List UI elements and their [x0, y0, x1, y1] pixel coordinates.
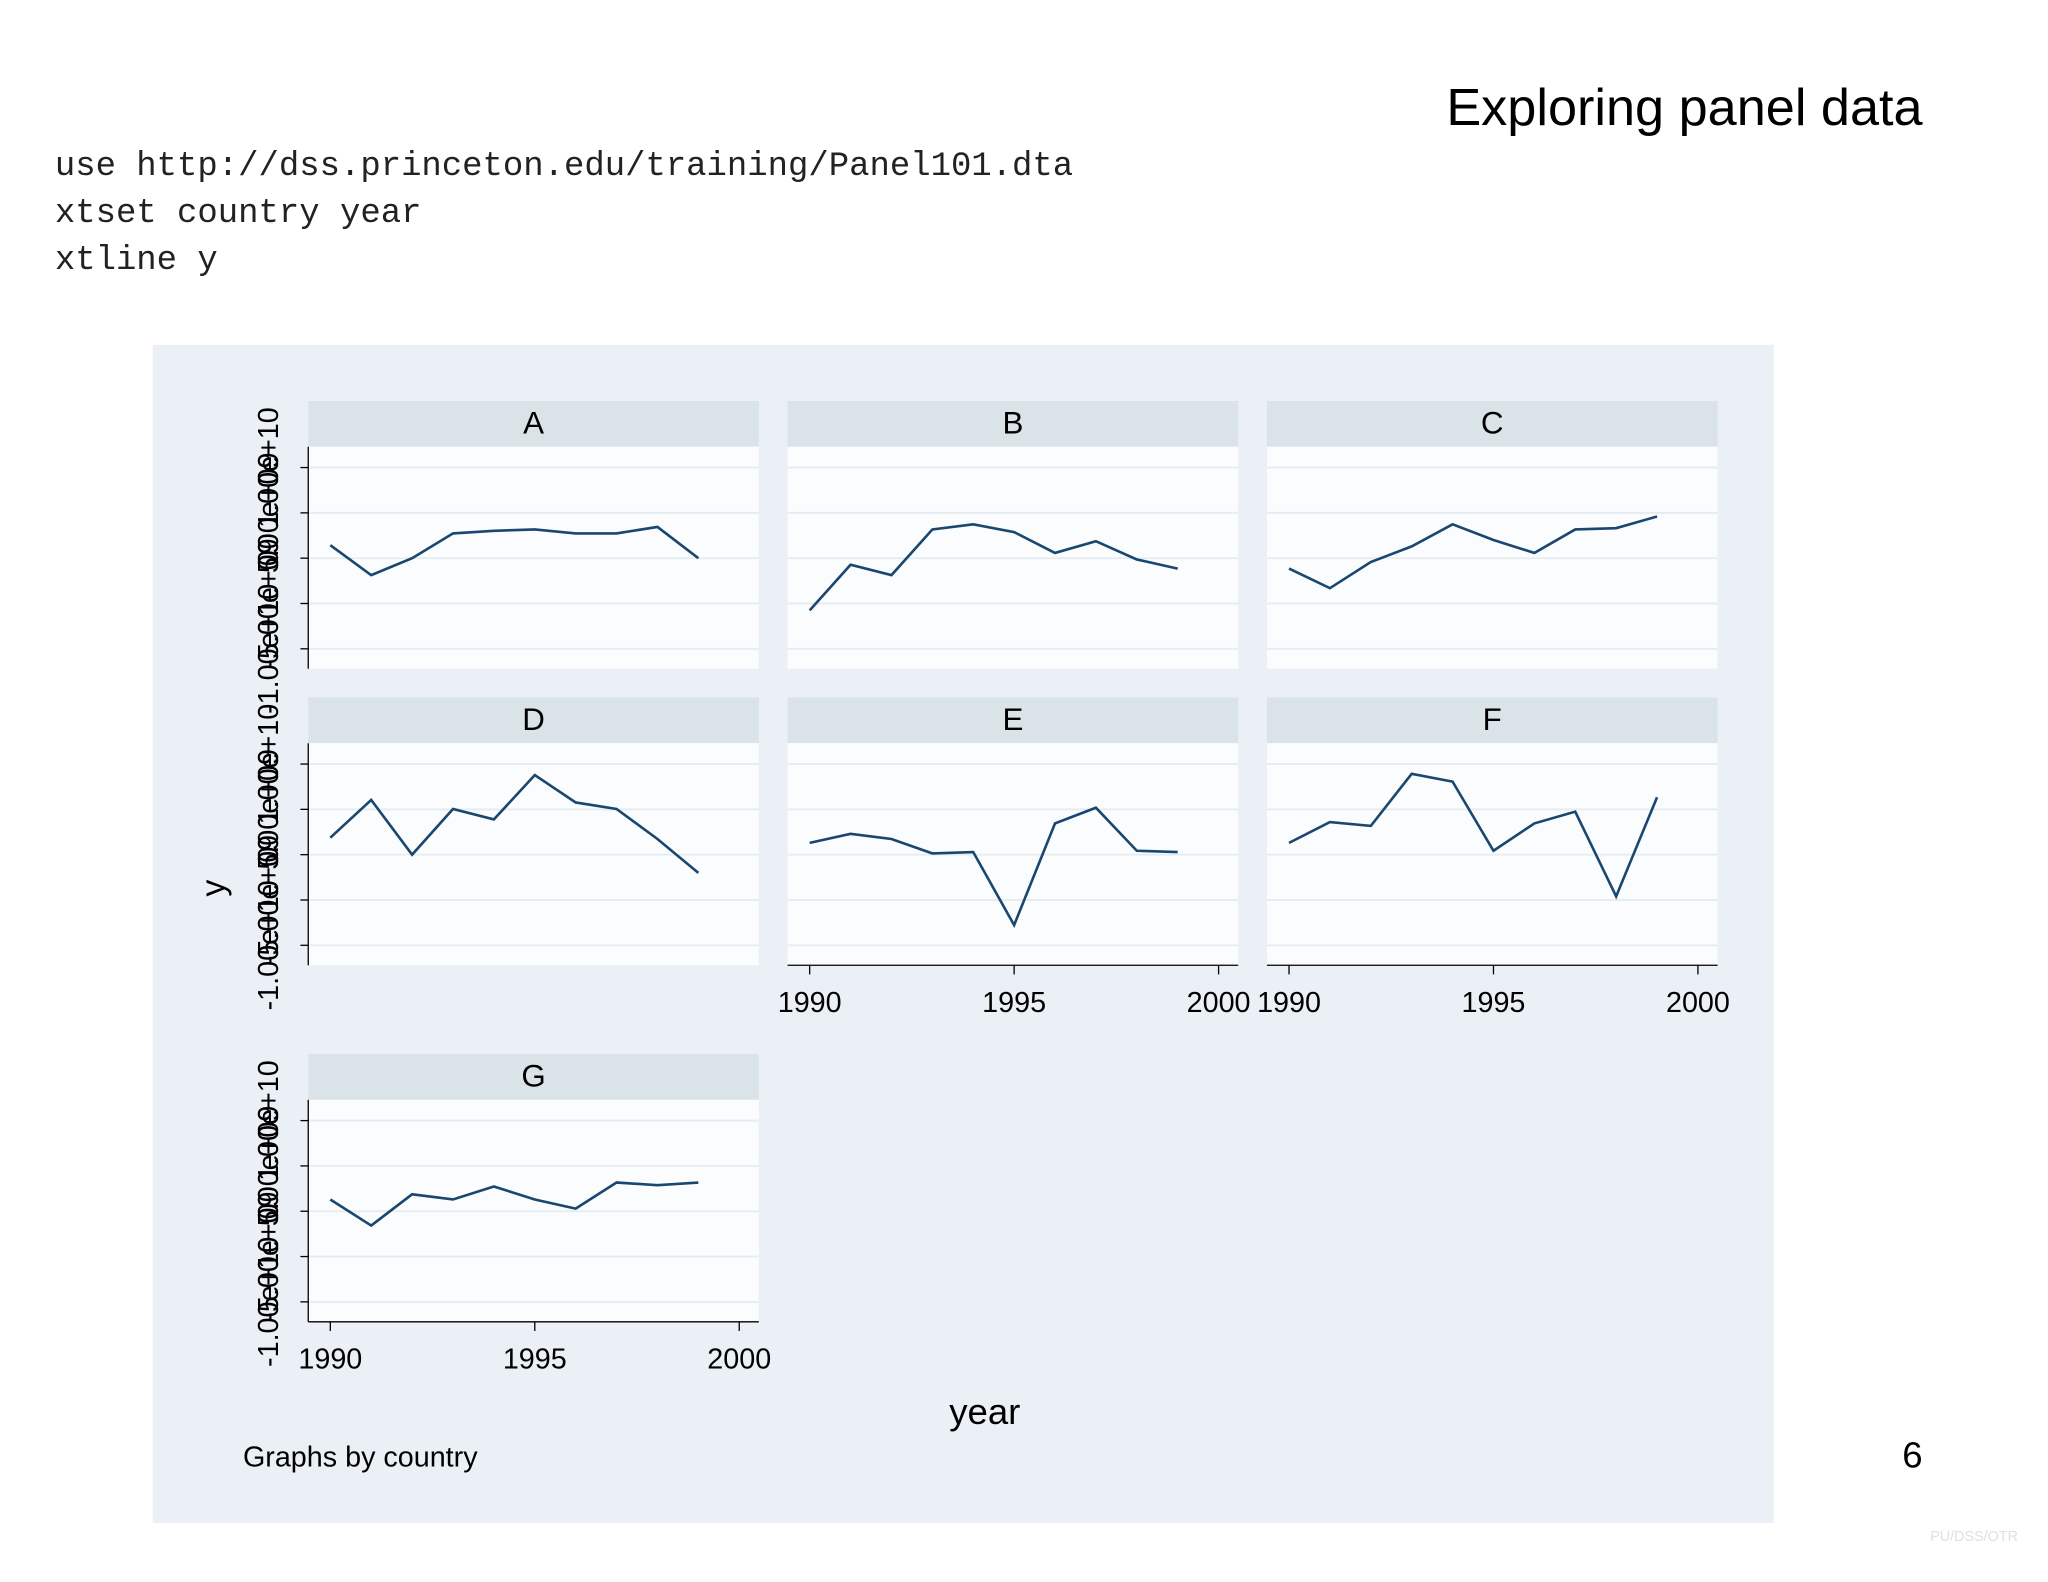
slide-title: Exploring panel data: [1446, 79, 1923, 137]
code-line: xtline y: [55, 242, 218, 280]
data-line: [808, 522, 1178, 612]
x-tick-label: 1990: [298, 1344, 362, 1376]
panel-strip: [787, 697, 1239, 744]
note: Graphs by country: [243, 1442, 478, 1474]
panel-strip: [308, 1054, 759, 1100]
y-tick-label: 0: [253, 847, 285, 863]
y-tick-label: 5.00e+09: [253, 453, 285, 574]
y-tick-label: 1.00e+10: [253, 704, 285, 825]
y-tick-label: 0: [253, 550, 285, 566]
panel-strip: [308, 697, 759, 744]
x-tick-label: 2000: [707, 1344, 771, 1376]
panel-title: C: [1481, 405, 1504, 440]
data-line: [1288, 772, 1659, 900]
y-tick-label: 5.00e+09: [253, 1106, 285, 1227]
code-line: xtset country year: [55, 195, 422, 233]
x-tick-label: 1990: [1257, 987, 1321, 1019]
data-line: [329, 773, 700, 874]
y-tick-label: 1.00e+10: [253, 1060, 285, 1181]
panel-title: A: [523, 405, 544, 440]
page-number: 6: [1902, 1434, 1922, 1475]
footer: PU/DSS/OTR: [1930, 1529, 2018, 1545]
panel-title: D: [522, 702, 545, 737]
y-tick-label: 1.00e+10: [253, 407, 285, 528]
x-tick-label: 2000: [1666, 987, 1730, 1019]
y-tick-label: -1.00e+10: [253, 1237, 285, 1367]
code-line: use http://dss.princeton.edu/training/Pa…: [55, 148, 1073, 186]
panel-title: E: [1002, 702, 1023, 737]
data-line: [329, 525, 700, 577]
x-tick-label: 1995: [1462, 987, 1526, 1019]
x-tick-label: 1995: [982, 987, 1046, 1019]
data-line: [329, 1181, 699, 1228]
y-tick-label: -5.00e+09: [253, 1191, 285, 1321]
data-line: [809, 806, 1178, 929]
y-tick-label: -5.00e+09: [253, 538, 285, 668]
y-tick-label: -5.00e+09: [253, 835, 285, 965]
data-line: [1288, 515, 1658, 590]
y-tick-label: -1.00e+10: [253, 880, 285, 1010]
x-tick-label: 1990: [778, 987, 842, 1019]
y-axis-title: y: [194, 880, 232, 897]
panel-title: G: [521, 1058, 545, 1093]
panel-strip: [1266, 400, 1718, 447]
panel-strip: [308, 400, 759, 447]
panel-title: F: [1483, 702, 1502, 737]
panel-strip: [1266, 697, 1718, 744]
y-tick-label: 0: [253, 1203, 285, 1219]
panel-title: B: [1002, 405, 1023, 440]
x-axis-title: year: [949, 1391, 1020, 1432]
y-tick-label: -1.00e+10: [253, 584, 285, 714]
x-tick-label: 1995: [503, 1344, 567, 1376]
x-tick-label: 2000: [1187, 987, 1251, 1019]
y-tick-label: 5.00e+09: [253, 749, 285, 870]
panel-strip: [787, 400, 1239, 447]
